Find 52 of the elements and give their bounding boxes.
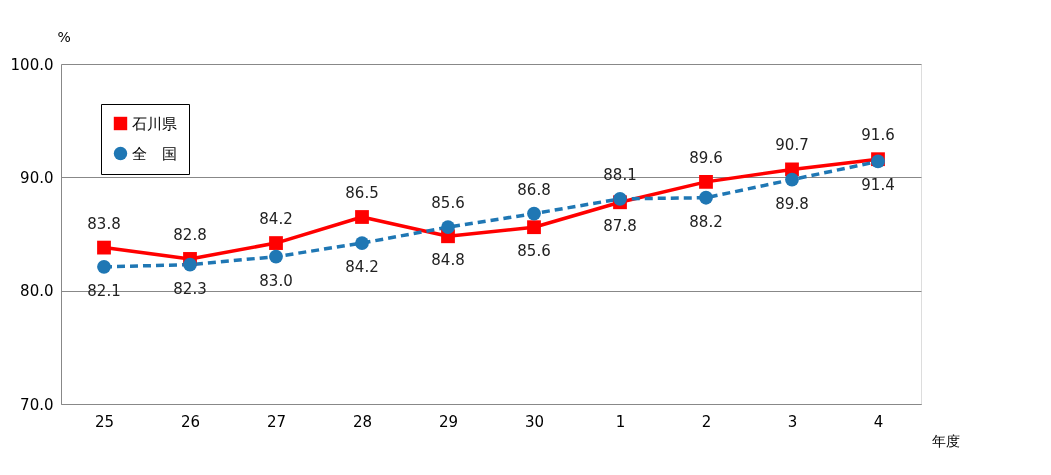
point	[699, 174, 713, 189]
data-label: 88.1	[603, 165, 637, 184]
data-label: 84.2	[259, 210, 293, 229]
legend-label: 石川県	[132, 114, 177, 133]
x-tick-label: 29	[438, 412, 459, 431]
point	[527, 220, 541, 235]
point	[97, 240, 111, 255]
data-label: 83.8	[87, 214, 121, 233]
y-tick-label: 70.0	[20, 395, 54, 414]
y-tick-label: 80.0	[20, 282, 54, 301]
data-label: 85.6	[431, 194, 465, 213]
data-label: 88.2	[689, 212, 723, 231]
x-tick-label: 25	[94, 412, 115, 431]
data-label: 82.1	[87, 281, 121, 300]
data-label: 91.4	[861, 176, 895, 195]
point	[269, 236, 283, 250]
point	[183, 257, 197, 272]
x-tick-label: 30	[524, 412, 545, 431]
data-label: 84.2	[345, 258, 379, 277]
point	[355, 210, 369, 224]
data-label: 89.8	[775, 194, 809, 213]
x-tick-label: 26	[180, 412, 201, 431]
point	[441, 220, 455, 235]
data-label: 83.0	[259, 271, 293, 290]
point	[613, 191, 627, 206]
data-label: 84.8	[431, 251, 465, 270]
y-tick-label: 100.0	[10, 55, 54, 74]
x-axis-title: 年度	[931, 432, 960, 449]
data-label: 86.5	[345, 184, 379, 202]
x-tick-label: 2	[701, 412, 712, 431]
data-label: 82.3	[173, 279, 207, 298]
x-tick-label: 3	[787, 412, 798, 431]
point	[785, 172, 799, 187]
point	[699, 190, 713, 205]
y-axis-title: %	[57, 28, 71, 45]
data-label: 85.6	[517, 242, 551, 261]
legend-label: 全 国	[132, 144, 177, 163]
data-label: 91.6	[861, 126, 895, 145]
point	[97, 259, 111, 274]
x-tick-label: 27	[266, 412, 287, 431]
data-label: 89.6	[689, 148, 723, 167]
x-tick-label: 28	[352, 412, 373, 431]
x-tick-label: 1	[615, 412, 626, 431]
data-label: 82.8	[173, 225, 207, 244]
point	[527, 206, 541, 221]
data-label: 87.8	[603, 217, 637, 236]
data-label: 90.7	[775, 136, 809, 155]
data-label: 86.8	[517, 180, 551, 199]
y-tick-label: 90.0	[20, 168, 54, 187]
x-tick-label: 4	[873, 412, 884, 431]
point	[355, 236, 369, 250]
point	[269, 249, 283, 264]
